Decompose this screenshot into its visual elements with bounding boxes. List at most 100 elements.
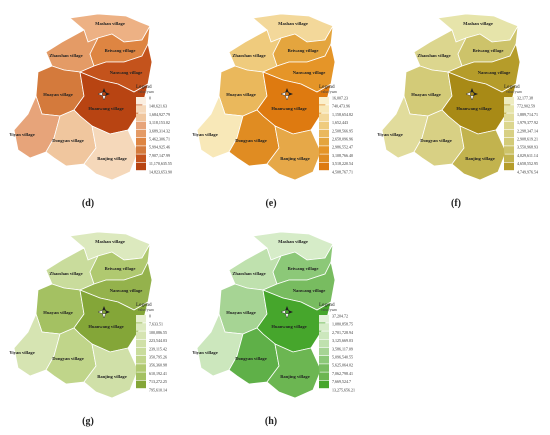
legend-title: Legend: [504, 84, 520, 90]
legend-value: 3,118,153.02: [149, 120, 170, 126]
village-label-huanwang: Huanwang village: [271, 106, 306, 111]
legend-swatch: [504, 129, 514, 138]
legend-subtitle: value/yuan: [506, 90, 522, 94]
legend-value: 5,625,064.02: [332, 363, 353, 369]
panel-label: (h): [265, 416, 277, 427]
legend-title: Legend: [319, 302, 335, 308]
legend-value: 7,907,147.99: [149, 153, 170, 159]
legend-swatch: [136, 339, 146, 348]
legend-swatch: [319, 364, 329, 372]
legend-value: 239,115.42: [149, 346, 167, 352]
legend-value: 5,462,306.71: [149, 137, 170, 143]
legend-value: 223,544.03: [149, 338, 167, 344]
legend-swatch: [319, 323, 329, 331]
legend-swatch: [319, 356, 329, 364]
village-label-nanwang: Nanwang village: [110, 70, 143, 75]
legend-value: 2,986,552.47: [332, 145, 353, 151]
legend-swatch: [319, 315, 329, 323]
legend-subtitle: value/yuan: [321, 308, 337, 312]
compass-icon: [280, 306, 293, 319]
village-label-dongyan: Dongyan village: [235, 138, 267, 143]
map: [196, 13, 336, 181]
legend-swatch: [319, 154, 329, 162]
legend-value: 3,550,968.93: [517, 145, 538, 151]
legend-value: 1,080,858.75: [332, 322, 353, 328]
legend-value: 713,272.25: [149, 379, 167, 385]
legend-value: 13,275,656.21: [332, 387, 355, 393]
village-label-huayan: Huayan village: [43, 92, 72, 97]
village-label-dongyan: Dongyan village: [52, 356, 84, 361]
village-label-banjing: Banjing village: [280, 156, 309, 161]
legend-title: Legend: [136, 302, 152, 308]
legend-swatch: [136, 315, 146, 323]
region-yiyan: [13, 94, 61, 159]
region-banjing: [451, 125, 507, 181]
legend-swatch: [504, 138, 514, 146]
village-label-nanwang: Nanwang village: [293, 70, 326, 75]
legend-swatch: [319, 146, 329, 154]
village-label-beiwang: Beiwang village: [288, 266, 319, 271]
legend-value: 4,658,552.95: [517, 161, 538, 167]
village-label-yiyan: Yiyan village: [192, 132, 217, 137]
legend-swatch: [319, 97, 329, 105]
village-label-yiyan: Yiyan village: [377, 132, 402, 137]
legend-value: 14,823,653.90: [149, 169, 172, 175]
legend-swatch: [504, 146, 514, 154]
region-banjing: [83, 343, 139, 399]
legend-value: 2,298,347.14: [517, 128, 538, 134]
legend-value: 11,170,635.55: [149, 161, 172, 167]
legend-value: 610,192.41: [149, 371, 167, 377]
legend-value: 1,979,377.92: [517, 120, 538, 126]
legend-swatch: [319, 162, 329, 171]
legend-value: 4,029,611.14: [517, 153, 538, 159]
village-label-banjing: Banjing village: [465, 156, 494, 161]
village-label-zhaoshan: Zhaoshan village: [49, 271, 82, 276]
legend-swatch: [504, 121, 514, 130]
legend-swatch: [136, 372, 146, 380]
legend-value: 3,108,766.40: [332, 153, 353, 159]
panel-d: Mashan village Beiwang village Zhaoshan vi…: [9, 13, 172, 209]
village-label-banjing: Banjing village: [280, 374, 309, 379]
legend-value: 5,994,925.46: [149, 145, 170, 151]
panel-g: Mashan village Beiwang village Zhaoshan vi…: [9, 231, 167, 427]
legend-title: Legend: [136, 84, 152, 90]
legend-swatch: [319, 105, 329, 113]
legend-swatch: [319, 138, 329, 146]
legend-value: 2,658,096.96: [332, 137, 353, 143]
village-label-huanwang: Huanwang village: [88, 324, 123, 329]
compass-icon: [280, 88, 293, 101]
legend-value: 32,177.38: [517, 96, 533, 102]
legend-swatch: [319, 380, 329, 389]
legend-value: 772,902.59: [517, 104, 535, 110]
region-yiyan: [13, 312, 61, 377]
region-banjing: [266, 125, 322, 181]
map: [381, 13, 521, 181]
legend-value: 0: [149, 96, 151, 101]
village-label-nanwang: Nanwang village: [110, 288, 143, 293]
panel-label: (e): [265, 198, 276, 209]
legend-value: 2,701,728.94: [332, 330, 353, 336]
village-label-huanwang: Huanwang village: [271, 324, 306, 329]
village-label-banjing: Banjing village: [97, 156, 126, 161]
village-label-huanwang: Huanwang village: [88, 106, 123, 111]
legend-swatch: [136, 138, 146, 146]
legend-value: 350,795.26: [149, 355, 167, 361]
village-label-nanwang: Nanwang village: [293, 288, 326, 293]
legend-value: 7,633.51: [149, 322, 163, 328]
legend-swatch: [319, 331, 329, 339]
legend-value: 4,508,767.71: [332, 169, 353, 175]
region-yiyan: [381, 94, 429, 159]
village-label-zhaoshan: Zhaoshan village: [417, 53, 450, 58]
village-label-huayan: Huayan village: [226, 310, 255, 315]
compass-icon: [465, 88, 478, 101]
legend-swatch: [504, 113, 514, 121]
legend-swatch: [136, 323, 146, 331]
village-label-huanwang: Huanwang village: [456, 106, 491, 111]
legend-value: 7,669,524.7: [332, 379, 351, 385]
village-label-zhaoshan: Zhaoshan village: [49, 53, 82, 58]
legend-value: 140,621.63: [149, 104, 167, 110]
panel-e: Mashan village Beiwang village Zhaoshan vi…: [192, 13, 353, 209]
